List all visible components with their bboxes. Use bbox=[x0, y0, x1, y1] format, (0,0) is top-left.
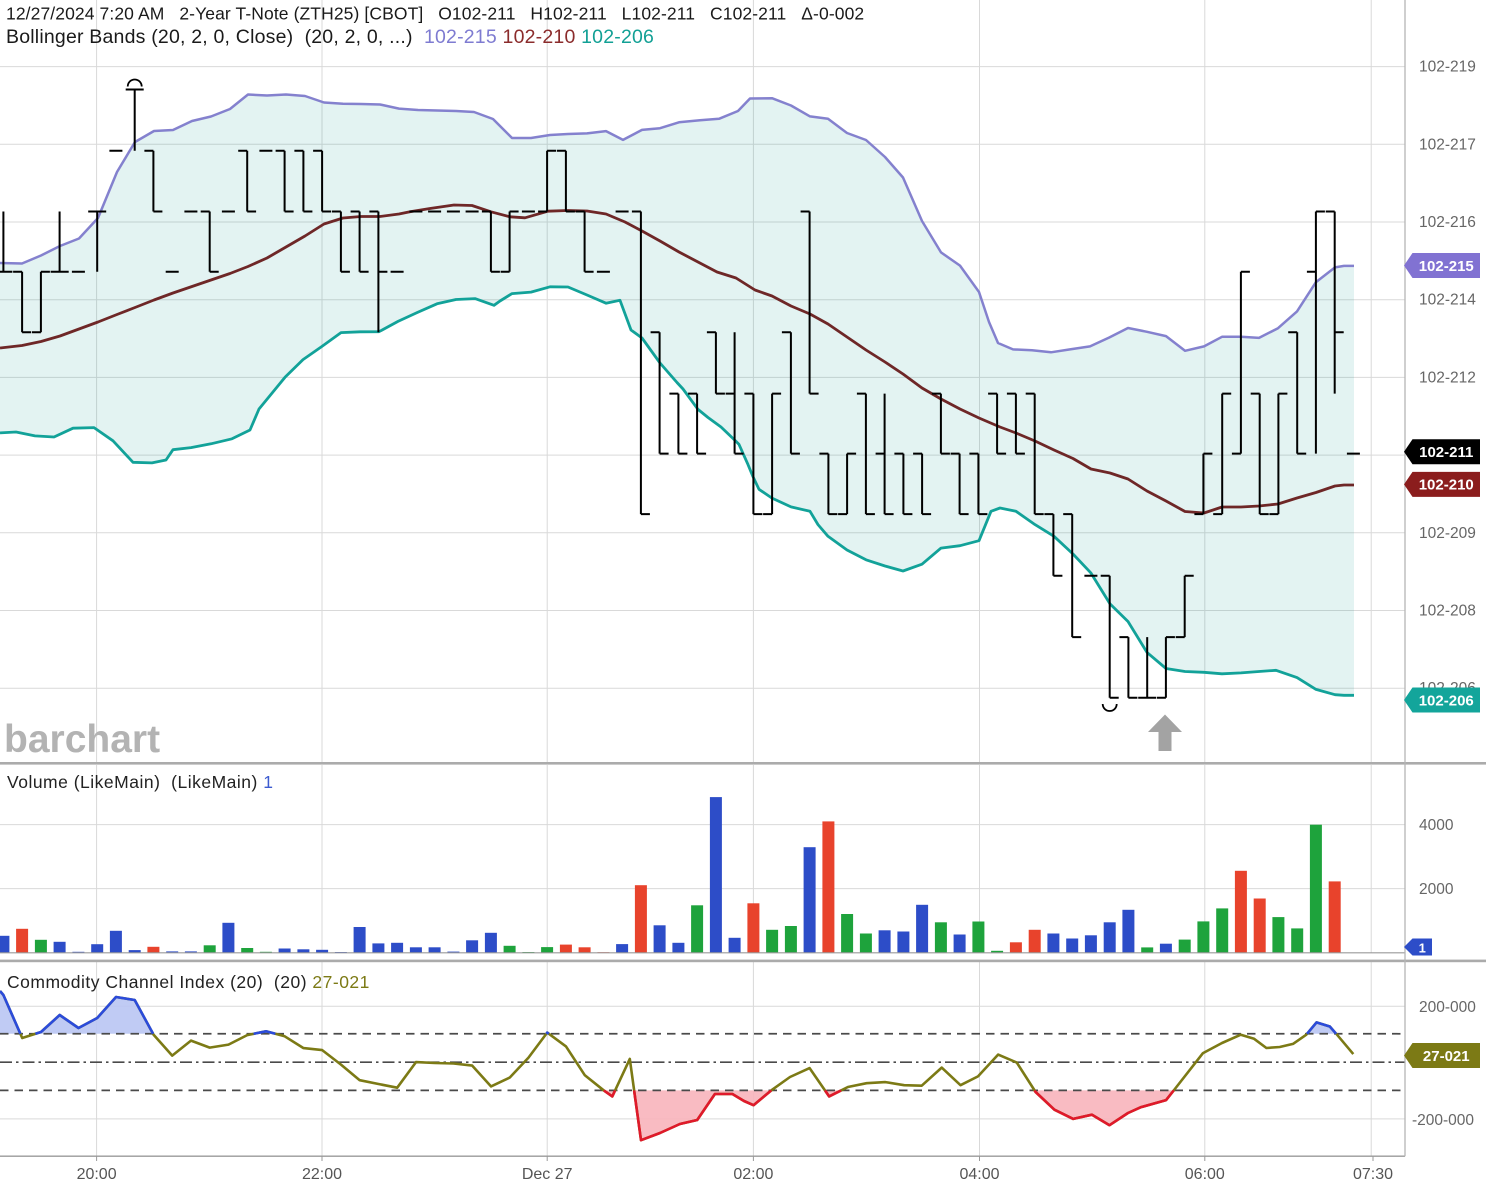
svg-text:barchart: barchart bbox=[4, 718, 160, 761]
svg-text:06:00: 06:00 bbox=[1185, 1166, 1225, 1183]
svg-text:-200-000: -200-000 bbox=[1412, 1112, 1474, 1129]
svg-text:102-208: 102-208 bbox=[1419, 603, 1476, 620]
svg-text:102-211: 102-211 bbox=[1419, 444, 1473, 461]
svg-text:102-210: 102-210 bbox=[1419, 477, 1474, 494]
svg-text:102-216: 102-216 bbox=[1419, 214, 1476, 231]
svg-text:102-214: 102-214 bbox=[1419, 292, 1476, 309]
svg-text:4000: 4000 bbox=[1419, 817, 1454, 834]
svg-text:12/27/2024 7:20 AM 2-Year T-: 12/27/2024 7:20 AM 2-Year T-Note (ZTH25)… bbox=[6, 4, 864, 24]
svg-text:102-217: 102-217 bbox=[1419, 136, 1476, 153]
svg-text:Bollinger Bands (20, 2, 0, Clo: Bollinger Bands (20, 2, 0, Close) (20, 2… bbox=[6, 26, 654, 48]
svg-text:20:00: 20:00 bbox=[77, 1166, 117, 1183]
svg-text:27-021: 27-021 bbox=[1423, 1048, 1470, 1065]
svg-text:04:00: 04:00 bbox=[959, 1166, 999, 1183]
svg-text:07:30: 07:30 bbox=[1353, 1166, 1393, 1183]
svg-text:22:00: 22:00 bbox=[302, 1166, 342, 1183]
svg-text:102-212: 102-212 bbox=[1419, 369, 1476, 386]
svg-text:Commodity Channel Index (20): Commodity Channel Index (20) (20) 27-021 bbox=[7, 972, 370, 992]
svg-text:Dec 27: Dec 27 bbox=[522, 1166, 573, 1183]
svg-text:200-000: 200-000 bbox=[1419, 999, 1476, 1016]
svg-text:1: 1 bbox=[1419, 940, 1426, 955]
svg-text:102-206: 102-206 bbox=[1419, 692, 1474, 709]
svg-text:102-209: 102-209 bbox=[1419, 525, 1476, 542]
svg-text:02:00: 02:00 bbox=[733, 1166, 773, 1183]
svg-text:2000: 2000 bbox=[1419, 881, 1454, 898]
svg-text:Volume (LikeMain) (LikeMain): Volume (LikeMain) (LikeMain) 1 bbox=[7, 772, 273, 792]
svg-text:102-219: 102-219 bbox=[1419, 59, 1476, 76]
svg-text:102-215: 102-215 bbox=[1419, 258, 1474, 275]
